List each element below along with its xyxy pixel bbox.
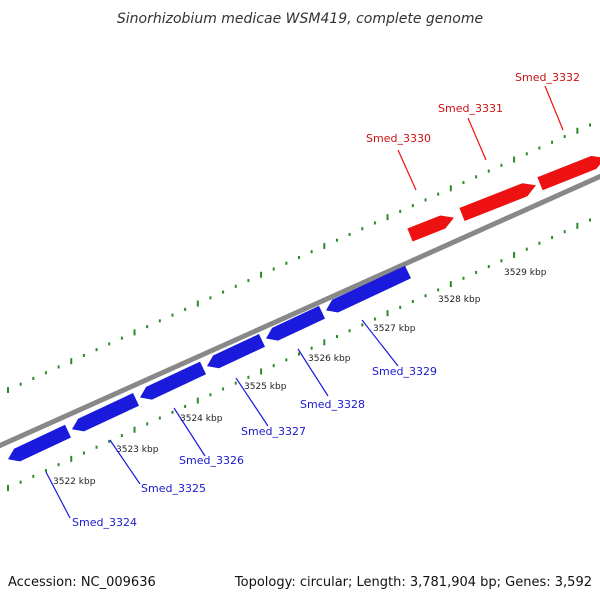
gene-labels: Smed_3324 Smed_3325 Smed_3326 Smed_3327 Smed… — [45, 71, 580, 529]
gene-label-forward[interactable]: Smed_3330 — [366, 132, 431, 145]
gene-label-reverse[interactable]: Smed_3329 — [372, 365, 437, 378]
accession-text: Accession: NC_009636 — [8, 575, 156, 590]
gene-arrow-reverse[interactable] — [140, 361, 206, 400]
ruler-label: 3527 kbp — [373, 324, 416, 334]
gene-leader-line — [45, 471, 71, 519]
tick-marks — [7, 123, 591, 491]
gene-label-forward[interactable]: Smed_3332 — [515, 71, 580, 84]
gene-leader-line — [467, 117, 487, 161]
ruler-label: 3526 kbp — [308, 354, 351, 364]
gene-label-forward[interactable]: Smed_3331 — [438, 102, 503, 115]
gene-arrow-forward[interactable] — [459, 183, 536, 221]
gene-leader-line — [544, 85, 564, 131]
gene-features — [8, 155, 600, 462]
gene-leader-line — [235, 377, 269, 427]
topology-text: Topology: circular; Length: 3,781,904 bp… — [234, 575, 592, 590]
ruler-labels: 3522 kbp 3523 kbp 3524 kbp 3525 kbp 3526 kbp… — [53, 268, 547, 487]
gene-label-reverse[interactable]: Smed_3324 — [72, 516, 137, 529]
gene-leader-line — [109, 439, 141, 485]
gene-arrow-forward[interactable] — [407, 215, 454, 242]
gene-leader-line — [397, 149, 417, 191]
ruler-label: 3525 kbp — [244, 382, 287, 392]
gene-arrow-forward[interactable] — [537, 155, 600, 191]
gene-leader-line — [297, 348, 329, 397]
gene-label-reverse[interactable]: Smed_3327 — [241, 425, 306, 438]
gene-arrow-reverse[interactable] — [207, 334, 265, 369]
ruler-label: 3522 kbp — [53, 477, 96, 487]
gene-arrow-reverse[interactable] — [72, 393, 139, 432]
ruler-label: 3523 kbp — [116, 445, 159, 455]
ruler-label: 3524 kbp — [180, 414, 223, 424]
gene-arrow-reverse[interactable] — [326, 265, 411, 313]
ruler-label: 3528 kbp — [438, 295, 481, 305]
ruler-label: 3529 kbp — [504, 268, 547, 278]
gene-label-reverse[interactable]: Smed_3325 — [141, 482, 206, 495]
gene-leader-line — [361, 319, 399, 367]
gene-label-reverse[interactable]: Smed_3328 — [300, 398, 365, 411]
gene-label-reverse[interactable]: Smed_3326 — [179, 454, 244, 467]
gene-leader-line — [173, 407, 206, 457]
map-title: Sinorhizobium medicae WSM419, complete g… — [117, 11, 483, 27]
gene-arrow-reverse[interactable] — [266, 305, 325, 341]
genome-backbone — [0, 173, 600, 449]
gene-arrow-reverse[interactable] — [8, 424, 71, 462]
